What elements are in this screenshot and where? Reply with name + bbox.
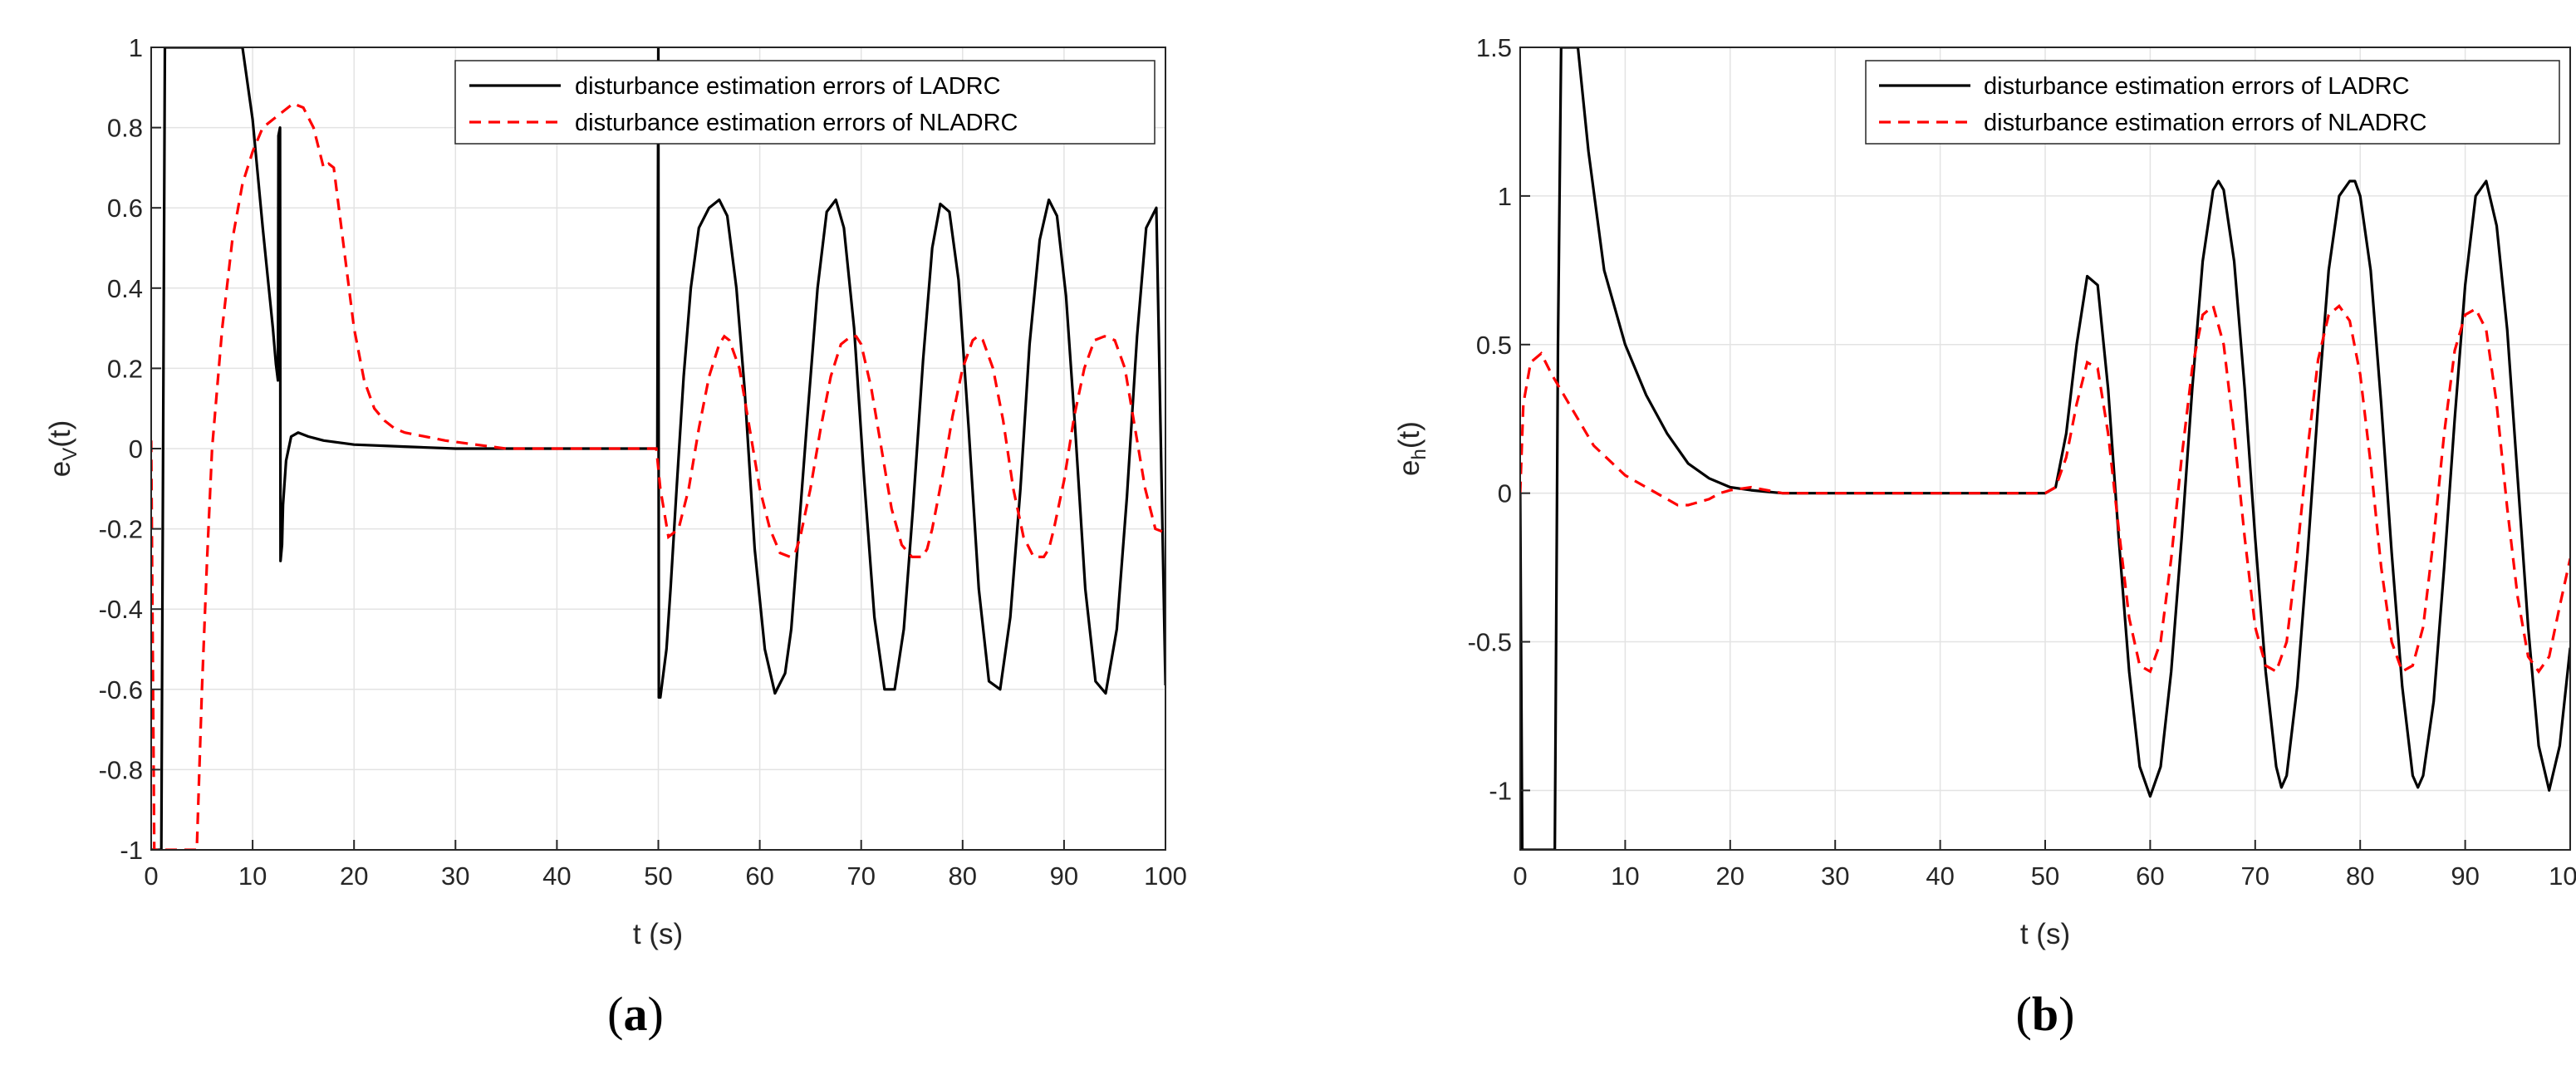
- x-tick-label: 80: [2346, 861, 2374, 891]
- x-tick-label: 20: [340, 861, 368, 891]
- legend-b: disturbance estimation errors of LADRC d…: [1865, 60, 2560, 145]
- legend-ladrc-label-b: disturbance estimation errors of LADRC: [1984, 73, 2410, 100]
- x-tick-label: 0: [1513, 861, 1527, 891]
- x-tick-label: 40: [542, 861, 571, 891]
- y-axis-label-b: eh(t): [1393, 421, 1430, 476]
- y-tick-label: -0.8: [99, 755, 143, 784]
- y-tick-label: 0.4: [107, 274, 143, 303]
- x-tick-label: 0: [144, 861, 158, 891]
- x-ticks-a: 0 10 20 30 40 50 60 70 80 90 100: [144, 840, 1187, 891]
- x-tick-label: 90: [1050, 861, 1078, 891]
- y-tick-label: 0.2: [107, 354, 143, 383]
- x-tick-label: 10: [238, 861, 267, 891]
- y-tick-label: 1.5: [1476, 33, 1512, 62]
- x-tick-label: 70: [2241, 861, 2269, 891]
- y-tick-label: -0.5: [1468, 628, 1512, 657]
- chart-panel-b: 0 10 20 30 40 50 60 70 80 90 100 1.5 1 0.5 0 -0.5 -1 t …: [1393, 33, 2576, 1041]
- x-tick-label: 10: [1611, 861, 1639, 891]
- panel-label-b: (b): [2016, 987, 2075, 1041]
- x-axis-label-b: t (s): [2020, 918, 2070, 950]
- legend-ladrc-label-a: disturbance estimation errors of LADRC: [575, 73, 1001, 100]
- y-tick-label: -1: [1489, 776, 1512, 805]
- y-tick-label: 0.5: [1476, 331, 1512, 360]
- y-tick-label: 1: [1498, 182, 1512, 211]
- nladrc-line-a: [151, 101, 1165, 850]
- chart-panel-a: 0 10 20 30 40 50 60 70 80 90 100 1 0.8 0.6 0.4 0.2 0 -0.…: [44, 33, 1187, 1041]
- x-tick-label: 100: [2549, 861, 2576, 891]
- y-tick-label: 1: [129, 33, 143, 62]
- legend-nladrc-label-a: disturbance estimation errors of NLADRC: [575, 110, 1018, 136]
- y-tick-label: -1: [120, 836, 143, 865]
- x-tick-label: 50: [644, 861, 672, 891]
- y-ticks-a: 1 0.8 0.6 0.4 0.2 0 -0.2 -0.4 -0.6 -0.8 -1: [99, 33, 161, 865]
- x-tick-label: 40: [1926, 861, 1954, 891]
- x-tick-label: 100: [1144, 861, 1187, 891]
- x-tick-label: 20: [1716, 861, 1744, 891]
- x-tick-label: 30: [1821, 861, 1849, 891]
- x-tick-label: 50: [2031, 861, 2059, 891]
- x-tick-label: 60: [745, 861, 773, 891]
- y-tick-label: -0.4: [99, 595, 143, 624]
- x-tick-label: 60: [2136, 861, 2164, 891]
- x-tick-label: 30: [441, 861, 469, 891]
- ladrc-line-a: [151, 47, 1165, 850]
- y-tick-label: 0: [1498, 479, 1512, 508]
- legend-box-a: [454, 60, 1156, 145]
- y-tick-label: 0.6: [107, 194, 143, 223]
- y-tick-label: 0: [129, 434, 143, 464]
- legend-box-b: [1865, 60, 2560, 145]
- panel-label-a: (a): [607, 987, 664, 1041]
- x-axis-label-a: t (s): [633, 918, 683, 950]
- legend-a: disturbance estimation errors of LADRC d…: [454, 60, 1156, 145]
- x-tick-label: 70: [846, 861, 875, 891]
- y-tick-label: 0.8: [107, 114, 143, 143]
- x-tick-label: 80: [949, 861, 977, 891]
- ladrc-line-b: [1520, 47, 2570, 850]
- y-tick-label: -0.6: [99, 675, 143, 704]
- x-tick-label: 90: [2451, 861, 2479, 891]
- y-ticks-b: 1.5 1 0.5 0 -0.5 -1: [1468, 33, 1530, 805]
- legend-nladrc-label-b: disturbance estimation errors of NLADRC: [1984, 110, 2426, 136]
- y-tick-label: -0.2: [99, 515, 143, 544]
- x-ticks-b: 0 10 20 30 40 50 60 70 80 90 100: [1513, 840, 2576, 891]
- y-axis-label-a: eV(t): [44, 420, 81, 478]
